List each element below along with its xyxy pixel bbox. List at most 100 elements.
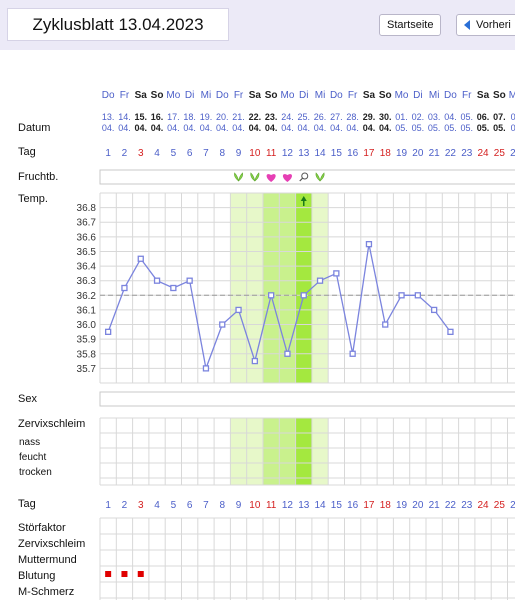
- cycle-day-number: 11: [266, 148, 277, 159]
- cycle-day-number-bottom: 26: [510, 500, 515, 511]
- row-label-cervical-mucus: Zervixschleim: [18, 418, 86, 430]
- temperature-point: [219, 321, 226, 328]
- previous-button[interactable]: Vorheri: [456, 14, 515, 36]
- date-label-day: 06.: [477, 112, 490, 122]
- sex-row-box: [99, 391, 515, 407]
- date-label-day: 05.: [460, 112, 473, 122]
- weekday-label: Di: [299, 90, 308, 101]
- temperature-point: [121, 284, 128, 292]
- temp-tick-label: 36.1: [77, 305, 97, 316]
- date-label-day: 14.: [118, 112, 131, 122]
- weekday-label: Mo: [166, 90, 180, 101]
- cycle-day-number-bottom: 3: [138, 500, 144, 511]
- temperature-point: [105, 328, 112, 335]
- temperature-line: [107, 244, 451, 371]
- date-label-day: 08: [511, 112, 515, 122]
- temp-tick-label: 36.8: [77, 203, 97, 214]
- weekday-label: Mi: [315, 90, 326, 101]
- weekday-label: Mi: [429, 90, 440, 101]
- temp-tick-label: 35.8: [77, 349, 97, 360]
- cycle-day-number-bottom: 25: [494, 500, 506, 511]
- weekday-label: Mo: [395, 90, 409, 101]
- cycle-day-number: 6: [187, 148, 193, 159]
- temp-tick-label: 36.6: [77, 232, 97, 243]
- temperature-point: [137, 255, 144, 262]
- cycle-day-number-bottom: 6: [187, 500, 193, 511]
- date-label-month: 04.: [167, 123, 180, 133]
- temperature-point: [414, 292, 422, 299]
- cycle-day-number-bottom: 14: [314, 500, 326, 511]
- temp-tick-label: 36.0: [77, 320, 97, 331]
- cycle-day-number-bottom: 12: [282, 500, 294, 511]
- date-label-month: 05.: [477, 123, 490, 133]
- weekday-label: Do: [444, 90, 457, 101]
- row-label-pain: M-Schmerz: [18, 586, 75, 598]
- date-label-month: 04.: [102, 123, 115, 133]
- date-label-month: 05.: [460, 123, 473, 133]
- cycle-day-number: 21: [429, 148, 441, 159]
- cycle-day-number: 19: [396, 148, 408, 159]
- sprout-icon: [250, 172, 260, 182]
- heart-icon: [282, 174, 292, 182]
- date-label-month: 04.: [249, 123, 262, 133]
- date-label-month: 04.: [151, 123, 164, 133]
- temperature-point: [300, 292, 307, 299]
- cycle-day-number-bottom: 19: [396, 500, 408, 511]
- date-label-month: 04.: [232, 123, 245, 133]
- date-label-day: 03.: [428, 112, 441, 122]
- date-label-month: 04.: [183, 123, 196, 133]
- cycle-day-number: 9: [236, 148, 242, 159]
- row-label-cervical-mucus-bottom: Zervixschleim: [18, 538, 86, 550]
- row-label-day: Tag: [18, 146, 36, 158]
- date-label-month: 04.: [118, 123, 131, 133]
- cycle-day-number-bottom: 4: [154, 500, 160, 511]
- cycle-day-number-bottom: 17: [363, 500, 375, 511]
- cycle-day-number-bottom: 21: [429, 500, 441, 511]
- temperature-point: [170, 284, 177, 292]
- temperature-point: [430, 306, 438, 314]
- weekday-label: Fr: [234, 90, 244, 101]
- date-label-month: 04.: [265, 123, 278, 133]
- magnifier-icon: [301, 172, 309, 180]
- temperature-point: [202, 365, 210, 372]
- cycle-day-number: 16: [347, 148, 359, 159]
- date-label-month: 05.: [395, 123, 408, 133]
- cycle-day-number-bottom: 23: [461, 500, 473, 511]
- row-label-disturbance: Störfaktor: [18, 522, 66, 534]
- cycle-day-number: 5: [171, 148, 177, 159]
- temperature-point: [186, 277, 193, 284]
- weekday-label: So: [265, 90, 278, 101]
- row-label-cervix: Muttermund: [18, 554, 77, 566]
- fertile-window-strong: [295, 193, 312, 383]
- cycle-day-number: 20: [412, 148, 424, 159]
- previous-button-label: Vorheri: [476, 19, 511, 31]
- date-label-month: 04.: [200, 123, 213, 133]
- weekday-label: Di: [413, 90, 422, 101]
- date-label-day: 01.: [395, 112, 408, 122]
- ovulation-arrow-icon: [300, 196, 307, 201]
- bleeding-marker: [137, 571, 144, 577]
- cycle-day-number-bottom: 7: [203, 500, 209, 511]
- cycle-day-number: 4: [154, 148, 160, 159]
- row-label-bleeding: Blutung: [18, 570, 56, 582]
- temperature-point: [382, 321, 389, 328]
- date-label-month: 05: [511, 123, 515, 133]
- date-label-month: 04.: [363, 123, 376, 133]
- date-label-day: 24.: [281, 112, 294, 122]
- weekday-label: So: [379, 90, 392, 101]
- date-label-day: 27.: [330, 112, 343, 122]
- weekday-label: Fr: [120, 90, 130, 101]
- date-label-day: 30.: [379, 112, 392, 122]
- home-button[interactable]: Startseite: [379, 14, 442, 36]
- cycle-day-number: 2: [122, 148, 128, 159]
- date-label-month: 04.: [134, 123, 147, 133]
- top-bar: Zyklusblatt 13.04.2023 Startseite Vorher…: [0, 0, 515, 50]
- date-label-month: 05.: [493, 123, 506, 133]
- weekday-label: So: [151, 90, 164, 101]
- date-label-month: 05.: [444, 123, 457, 133]
- date-label-month: 04.: [330, 123, 343, 133]
- cycle-day-number: 18: [380, 148, 392, 159]
- date-label-month: 04.: [297, 123, 310, 133]
- weekday-label: Mo: [280, 90, 294, 101]
